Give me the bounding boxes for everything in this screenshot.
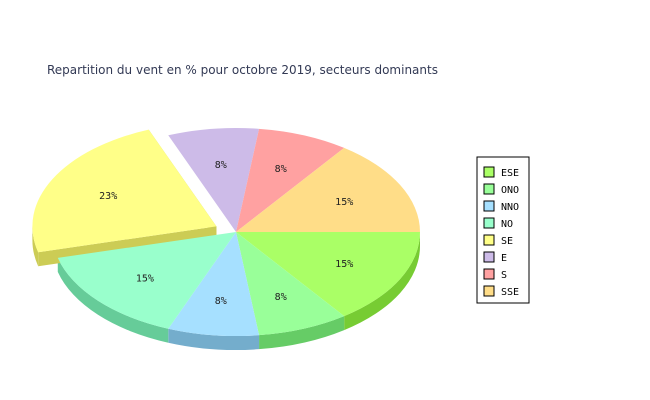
pie-side-ono xyxy=(259,316,345,350)
pie-side-ese xyxy=(344,232,420,331)
legend-swatch-ono xyxy=(483,183,495,195)
pie-label-no: 15% xyxy=(136,273,154,284)
legend-swatch-s xyxy=(483,268,495,280)
pie-slice-e xyxy=(168,127,260,232)
legend-swatch-sse xyxy=(483,285,495,297)
pie-tops xyxy=(32,127,420,336)
legend-swatch-e xyxy=(483,251,495,263)
pie-side-se xyxy=(32,226,39,267)
legend-label-sse: SSE xyxy=(501,287,519,298)
pie-slice-nno xyxy=(168,232,260,336)
pie-slice-se xyxy=(32,129,217,253)
legend-swatch-no xyxy=(483,217,495,229)
legend-swatch-ese xyxy=(483,166,495,178)
pie-slice-ese xyxy=(236,232,420,317)
pie-label-sse: 15% xyxy=(335,197,353,208)
legend-label-e: E xyxy=(501,253,507,264)
legend-label-ese: ESE xyxy=(501,168,519,179)
chart-title: Repartition du vent en % pour octobre 20… xyxy=(47,63,438,77)
legend-swatch-se xyxy=(483,234,495,246)
pie-side-no xyxy=(57,257,169,343)
pie-slice-s xyxy=(236,128,345,232)
legend-label-se: SE xyxy=(501,236,513,247)
pie-label-ese: 15% xyxy=(335,259,353,270)
pie-slice-no xyxy=(57,232,236,329)
pie-labels: 15% 8% 8% 15% 23% 8% 8% 15% xyxy=(99,160,353,307)
pie-label-e: 8% xyxy=(215,160,227,171)
pie-slice-sse xyxy=(236,147,420,232)
pie-label-s: 8% xyxy=(275,164,287,175)
pie-label-ono: 8% xyxy=(275,292,287,303)
legend-label-nno: NNO xyxy=(501,202,519,213)
pie-label-nno: 8% xyxy=(215,296,227,307)
legend-swatch-nno xyxy=(483,200,495,212)
legend-label-ono: ONO xyxy=(501,185,519,196)
legend-label-s: S xyxy=(501,270,507,281)
legend-label-no: NO xyxy=(501,219,513,230)
pie-side-nno xyxy=(168,328,260,350)
pie-slice-ono xyxy=(236,232,345,336)
legend: ESE ONO NNO NO SE ES SSE xyxy=(476,156,530,304)
pie-label-se: 23% xyxy=(99,191,117,202)
